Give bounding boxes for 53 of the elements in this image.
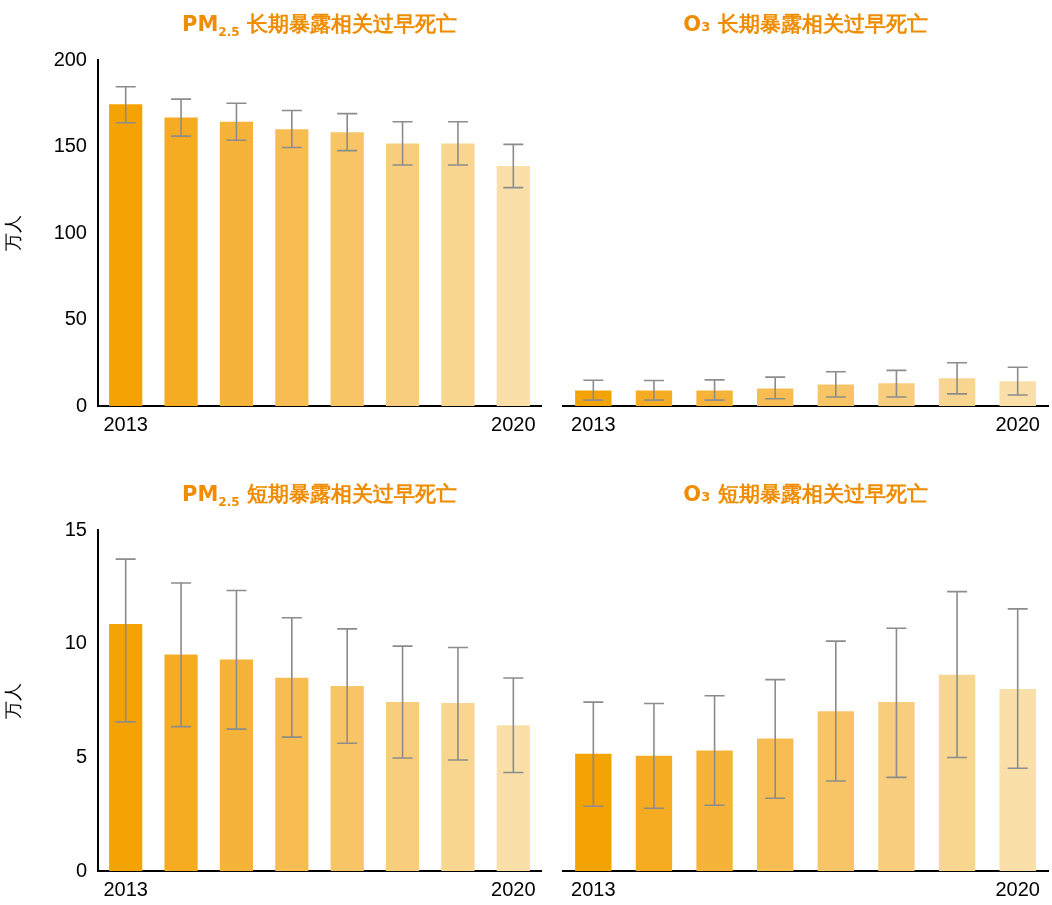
bar xyxy=(878,383,915,406)
y-tick-label: 15 xyxy=(64,517,87,540)
bar xyxy=(164,117,198,406)
bar xyxy=(441,143,475,406)
bar xyxy=(109,624,143,871)
x-tick-label: 2013 xyxy=(103,877,148,900)
bar xyxy=(275,677,309,871)
x-tick-label: 2013 xyxy=(103,412,148,435)
bar xyxy=(635,755,673,871)
bar xyxy=(999,381,1036,406)
bar xyxy=(757,738,794,871)
bar xyxy=(109,104,143,406)
bar xyxy=(164,654,198,871)
y-tick-label: 100 xyxy=(53,220,87,243)
bar xyxy=(496,725,530,871)
x-tick-label: 2020 xyxy=(491,412,536,435)
bar xyxy=(330,685,364,871)
y-axis-title: 万人 xyxy=(2,215,24,251)
y-tick-label: 50 xyxy=(64,307,87,330)
x-tick-label: 2013 xyxy=(571,412,616,435)
bar xyxy=(330,132,364,406)
bar xyxy=(696,750,733,871)
chart-title: O₃ 短期暴露相关过早死亡 xyxy=(682,481,929,508)
bar xyxy=(938,378,976,406)
bar xyxy=(385,143,420,406)
bar xyxy=(878,702,915,871)
y-tick-label: 5 xyxy=(75,744,87,767)
bar xyxy=(817,384,854,406)
chart-title: O₃ 长期暴露相关过早死亡 xyxy=(682,11,929,38)
bar xyxy=(696,390,733,406)
bar xyxy=(219,659,254,871)
x-tick-label: 2020 xyxy=(491,877,536,900)
bar xyxy=(496,166,530,406)
y-tick-label: 0 xyxy=(75,858,87,881)
bar xyxy=(817,711,854,871)
chart-title: PM$_{2.5}$ 短期暴露相关过早死亡 xyxy=(181,481,458,510)
bar xyxy=(938,674,976,871)
y-tick-label: 200 xyxy=(53,47,87,70)
bar xyxy=(999,688,1036,871)
x-tick-label: 2020 xyxy=(995,412,1040,435)
x-tick-label: 2013 xyxy=(571,877,616,900)
bar xyxy=(575,753,612,871)
y-axis-title: 万人 xyxy=(2,682,24,719)
x-tick-label: 2020 xyxy=(995,877,1040,900)
bar xyxy=(575,390,612,406)
y-tick-label: 10 xyxy=(64,631,87,654)
bar xyxy=(219,121,254,406)
bar xyxy=(441,703,475,871)
y-tick-label: 0 xyxy=(75,393,87,416)
bar xyxy=(385,702,420,871)
bar xyxy=(275,129,309,406)
y-tick-label: 150 xyxy=(53,134,87,157)
chart-title: PM$_{2.5}$ 长期暴露相关过早死亡 xyxy=(181,11,458,40)
